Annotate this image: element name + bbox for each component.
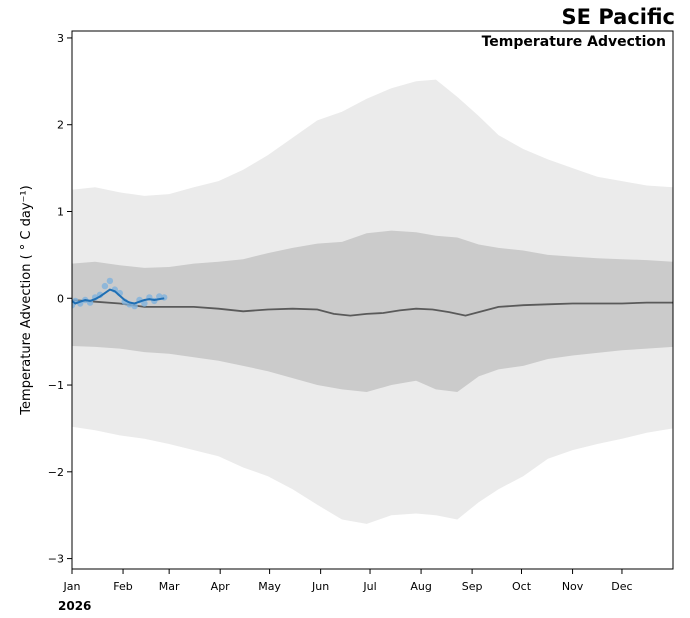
current-year-point [101,282,109,290]
y-tick-label: 0 [57,292,64,305]
plot-content [72,79,673,524]
current-year-line [72,288,165,305]
chart-subtitle: Temperature Advection [482,34,666,50]
year-label: 2026 [58,599,91,613]
y-tick-label: 2 [57,119,64,132]
x-tick-label: Jun [311,580,329,593]
x-tick-label: Dec [611,580,632,593]
y-axis-label: Temperature Advection ( ° C day⁻¹) [19,185,34,415]
current-year-point [141,300,148,307]
current-year-point [106,277,114,285]
y-tick-label: −2 [48,466,64,479]
axes: −3 −2 −1 0 1 2 3 Jan Feb Mar Apr May Jun Jul Aug Sep Oct… [48,30,674,593]
x-tick-label: Jan [63,580,81,593]
plot-area [72,79,673,524]
x-tick-label: Apr [211,580,231,593]
inner-band [72,230,673,392]
x-tick-label: Oct [512,580,532,593]
x-tick-label: Jul [362,580,376,593]
current-year-point [131,302,138,310]
y-tick-label: −1 [48,379,64,392]
x-tick-label: Feb [113,580,132,593]
chart-title: SE Pacific [562,5,675,29]
climatology-line [72,299,673,317]
x-tick-label: May [258,580,281,593]
x-tick-label: Sep [462,580,483,593]
x-tick-label: Aug [410,580,431,593]
x-tick-label: Mar [159,580,180,593]
y-tick-label: 1 [57,205,64,218]
y-tick-label: −3 [48,553,64,566]
y-tick-label: 3 [57,32,64,45]
plot-frame [71,30,674,570]
x-tick-label: Nov [562,580,584,593]
